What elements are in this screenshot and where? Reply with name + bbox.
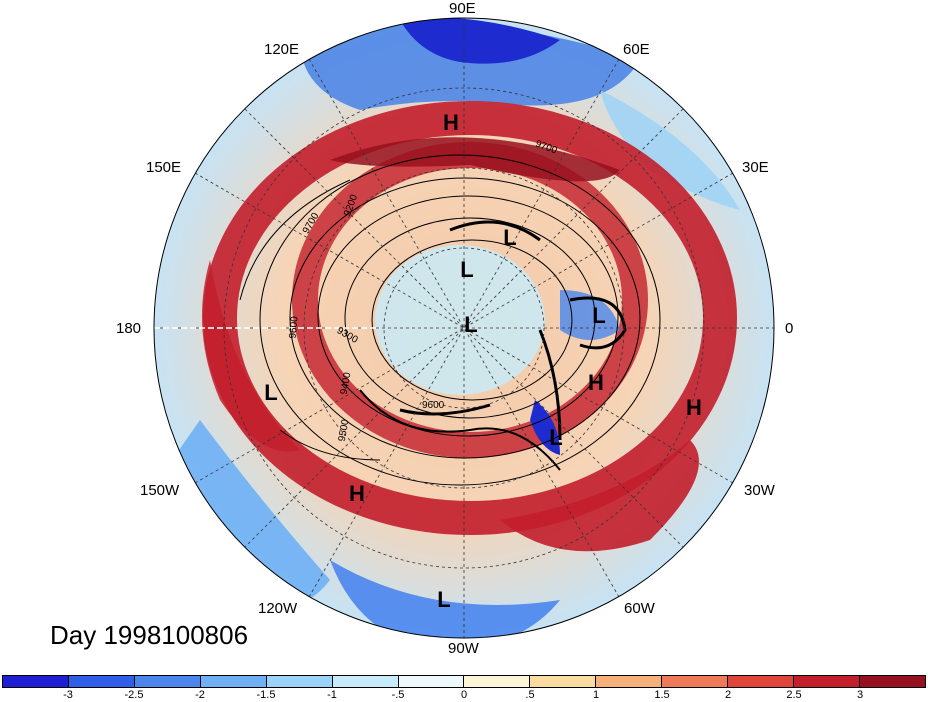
contour-label: 9600 bbox=[287, 315, 301, 340]
red-band-north bbox=[330, 137, 620, 182]
colorbar-segment bbox=[794, 676, 860, 687]
colorbar-segment bbox=[464, 676, 531, 687]
colorbar-segment bbox=[266, 676, 333, 687]
colorbar-tick-label: 2.5 bbox=[786, 689, 802, 701]
colorbar-segment bbox=[332, 676, 399, 687]
colorbar-tick-label: 3 bbox=[856, 689, 864, 701]
blue-field-southwest bbox=[165, 420, 330, 607]
low-center: L bbox=[460, 257, 474, 282]
contours bbox=[239, 154, 661, 486]
low-center: L bbox=[592, 303, 606, 328]
blue-field-south bbox=[330, 560, 560, 638]
colorbar-segment bbox=[530, 676, 597, 687]
lon-label-60w: 60W bbox=[624, 600, 655, 617]
graticule bbox=[154, 18, 774, 638]
blue-field-top-core bbox=[400, 18, 560, 64]
blue-patch-east bbox=[560, 290, 620, 340]
low-center: L bbox=[437, 587, 451, 612]
colorbar-tick-label: -3 bbox=[63, 689, 73, 701]
colorbar-segment bbox=[662, 676, 729, 687]
colorbar-segment bbox=[398, 676, 465, 687]
colorbar-tick-label: -1 bbox=[327, 689, 337, 701]
lon-label-150e: 150E bbox=[146, 159, 182, 176]
colorbar-segment bbox=[68, 676, 135, 687]
low-center: L bbox=[503, 225, 517, 250]
red-band-southeast bbox=[500, 440, 699, 552]
colorbar-tick-label: 1 bbox=[592, 689, 600, 701]
colorbar-segment bbox=[134, 676, 201, 687]
lon-label-90e: 90E bbox=[449, 0, 476, 17]
lon-label-150w: 150W bbox=[140, 482, 180, 499]
colorbar-tick-label: -2.5 bbox=[124, 689, 144, 701]
blue-field-east bbox=[600, 90, 740, 210]
red-band-west bbox=[202, 260, 300, 452]
blue-field-north bbox=[300, 24, 640, 110]
high-center: H bbox=[588, 370, 604, 395]
colorbar-segment bbox=[859, 676, 925, 687]
lon-label-120e: 120E bbox=[264, 41, 300, 58]
colorbar-tick-label: 1.5 bbox=[654, 689, 670, 701]
map-disc bbox=[154, 18, 774, 638]
colorbar bbox=[2, 675, 926, 688]
colorbar-segment bbox=[3, 676, 69, 687]
map-border bbox=[153, 17, 775, 639]
contour-label: 9600 bbox=[422, 400, 445, 411]
colorbar-segment bbox=[596, 676, 663, 687]
lon-label-90w: 90W bbox=[448, 640, 479, 657]
colorbar-segment bbox=[200, 676, 267, 687]
lon-label-0: 0 bbox=[785, 320, 794, 337]
day-label: Day 1998100806 bbox=[50, 620, 249, 650]
lon-label-60e: 60E bbox=[623, 41, 650, 58]
low-center: L bbox=[464, 312, 478, 337]
high-center: H bbox=[443, 110, 459, 135]
colorbar-tick-label: -.5 bbox=[391, 689, 405, 701]
colorbar-tick-label: .5 bbox=[525, 689, 535, 701]
low-center: L bbox=[264, 380, 278, 405]
colorbar-tick-label: -2 bbox=[195, 689, 205, 701]
colorbar-tick-label: 2 bbox=[724, 689, 732, 701]
lon-label-180: 180 bbox=[116, 320, 142, 337]
lon-label-120w: 120W bbox=[258, 600, 298, 617]
blue-patch-se bbox=[530, 400, 560, 455]
high-center: H bbox=[349, 481, 365, 506]
colorbar-tick-label: 0 bbox=[460, 689, 468, 701]
lon-label-30e: 30E bbox=[742, 159, 769, 176]
lon-label-30w: 30W bbox=[744, 482, 775, 499]
low-center: L bbox=[549, 425, 563, 450]
high-center: H bbox=[686, 395, 702, 420]
colorbar-segment bbox=[728, 676, 795, 687]
inner-blue-patch bbox=[375, 245, 545, 395]
colorbar-tick-label: -1.5 bbox=[256, 689, 276, 701]
